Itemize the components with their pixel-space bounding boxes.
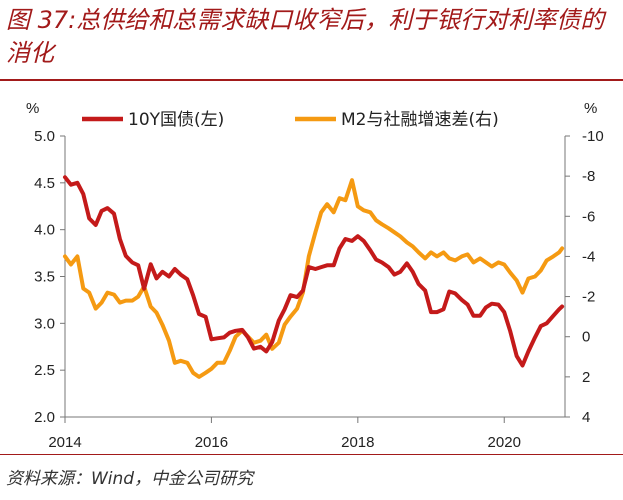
left-axis-unit: %: [26, 100, 39, 117]
x-tick-label: 2014: [48, 434, 81, 451]
legend: 10Y国债(左) M2与社融增速差(右): [82, 110, 499, 130]
series-line-m2: [63, 178, 565, 379]
left-tick-label: 3.5: [34, 269, 55, 286]
legend-label-10y: 10Y国债(左): [128, 110, 224, 130]
x-tick-label: 2018: [341, 434, 374, 451]
source-divider: [0, 454, 623, 455]
right-tick-label: 2: [582, 369, 590, 386]
axes-group: % % 2.0 2.5 3.0 3.5 4.0 4.5 5.0 -10 -8 -6 -4 -2 0 2 4 201…: [26, 100, 604, 451]
title-divider: [0, 79, 623, 81]
series-group: [63, 175, 565, 379]
left-tick-label: 2.0: [34, 409, 55, 426]
right-tick-label: 0: [582, 329, 590, 346]
right-axis-unit: %: [584, 100, 597, 117]
series-line-10y: [63, 175, 565, 368]
x-tick-label: 2016: [195, 434, 228, 451]
line-chart: % % 2.0 2.5 3.0 3.5 4.0 4.5 5.0 -10 -8 -6 -4 -2 0 2 4 201…: [26, 100, 604, 451]
left-tick-label: 2.5: [34, 362, 55, 379]
right-tick-label: -2: [582, 289, 595, 306]
left-tick-label: 4.0: [34, 222, 55, 239]
x-tick-label: 2020: [488, 434, 521, 451]
right-tick-label: -10: [582, 128, 604, 145]
left-tick-label: 3.0: [34, 315, 55, 332]
right-tick-label: 4: [582, 409, 590, 426]
right-tick-label: -8: [582, 168, 595, 185]
left-tick-label: 5.0: [34, 128, 55, 145]
legend-label-m2: M2与社融增速差(右): [341, 110, 499, 130]
right-tick-label: -6: [582, 208, 595, 225]
left-tick-label: 4.5: [34, 175, 55, 192]
chart-title: 图 37:总供给和总需求缺口收窄后，利于银行对利率债的消化: [6, 6, 605, 67]
right-tick-label: -4: [582, 248, 595, 265]
source-note: 资料来源：Wind，中金公司研究: [6, 469, 254, 489]
